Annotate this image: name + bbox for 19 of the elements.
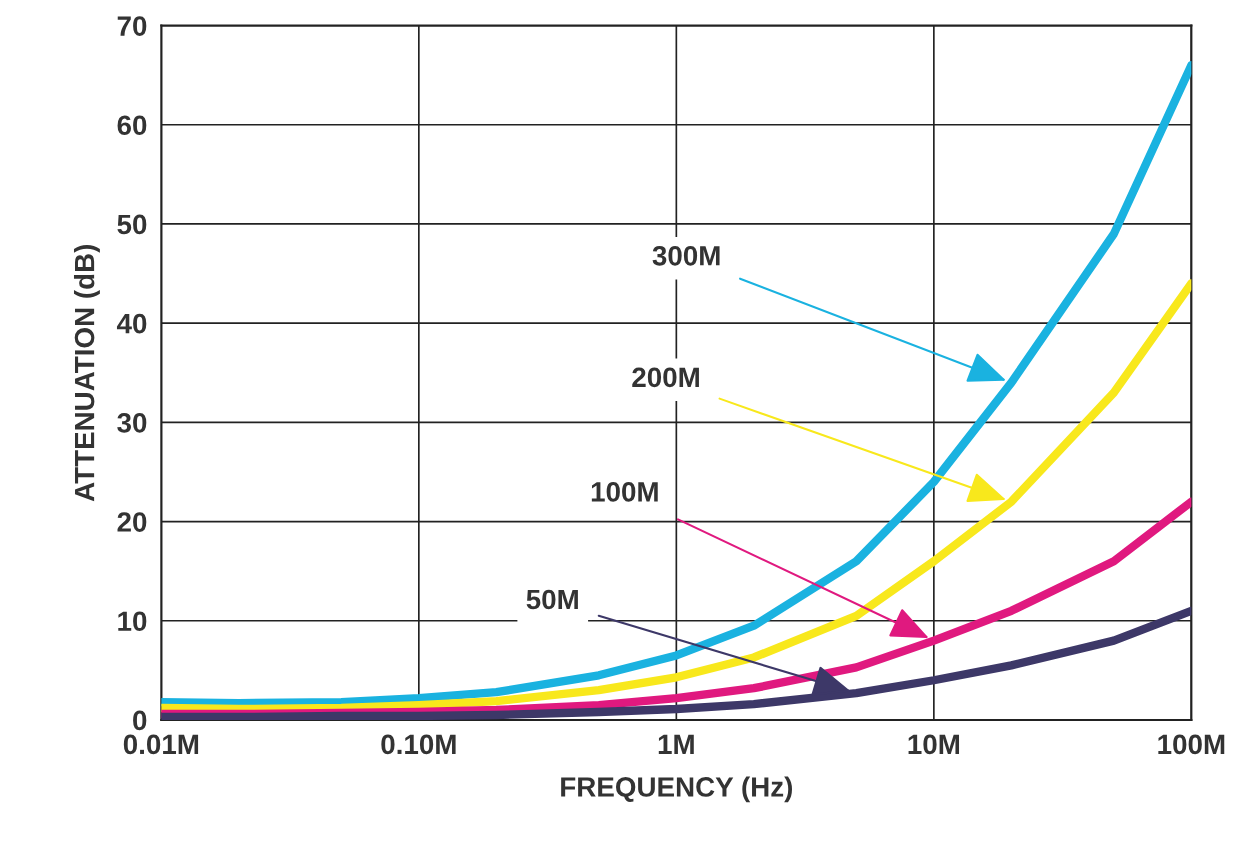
y-tick-label: 50 (117, 214, 147, 235)
x-tick-label: 0.10M (381, 734, 456, 755)
x-tick-label: 10M (908, 734, 960, 755)
y-axis-title: ATTENUATION (dB) (73, 245, 100, 502)
x-tick-label: 1M (658, 734, 694, 754)
x-tick-label: 0.01M (123, 734, 199, 755)
y-tick-label: 10 (118, 611, 147, 632)
x-axis-title: FREQUENCY (Hz) (561, 776, 792, 803)
annotation: 300M (652, 245, 720, 266)
annotation: 200M (632, 367, 699, 388)
annotation: 50M (526, 589, 578, 610)
y-tick-label: 30 (117, 413, 147, 433)
y-tick-label: 60 (117, 115, 147, 136)
y-tick-label: 20 (117, 512, 147, 532)
x-tick-label: 100M (1158, 734, 1225, 755)
y-tick-label: 70 (117, 16, 147, 36)
y-tick-label: 0 (133, 710, 147, 731)
y-tick-label: 40 (116, 313, 147, 334)
annotation: 100M (591, 482, 658, 502)
